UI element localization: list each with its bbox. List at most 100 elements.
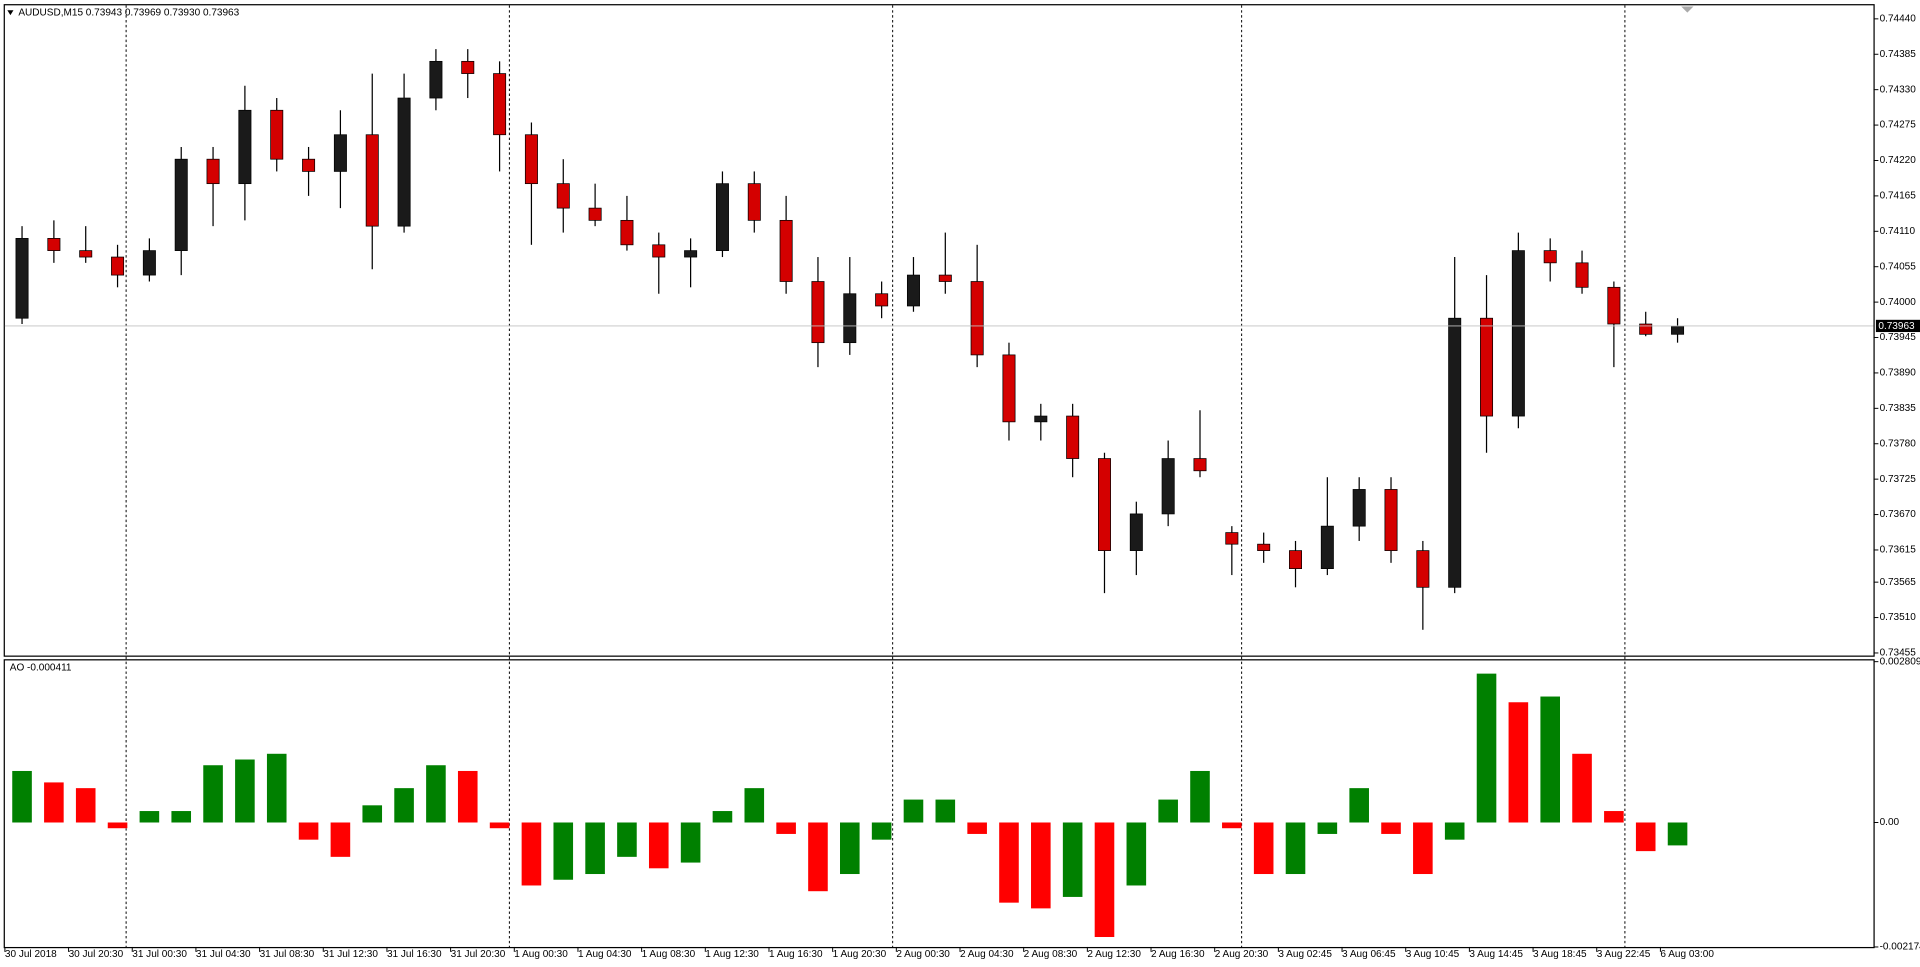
x-tick-label: 31 Jul 08:30 — [260, 949, 315, 960]
candle-body — [1289, 550, 1302, 569]
x-tick-label: 6 Aug 03:00 — [1660, 949, 1714, 960]
x-tick-label: 2 Aug 08:30 — [1024, 949, 1078, 960]
x-tick-label: 1 Aug 12:30 — [705, 949, 759, 960]
x-tick-label: 30 Jul 20:30 — [69, 949, 124, 960]
ao-bar — [617, 822, 637, 857]
ao-bar — [139, 811, 160, 823]
y-tick-label: 0.74330 — [1880, 84, 1917, 95]
x-tick-label: 3 Aug 10:45 — [1406, 949, 1460, 960]
x-tick-label: 3 Aug 02:45 — [1278, 949, 1332, 960]
candle-body — [524, 134, 538, 185]
ao-bar — [808, 822, 828, 892]
y-tick-label: 0.002809 — [1880, 656, 1920, 667]
x-tick-label: 2 Aug 20:30 — [1215, 949, 1269, 960]
ao-bar — [1635, 822, 1656, 852]
ao-bar — [1253, 822, 1274, 875]
y-tick-label: 0.74165 — [1880, 191, 1917, 202]
ao-bar — [171, 811, 192, 823]
candle-body — [461, 60, 475, 74]
price-panel — [3, 4, 1875, 657]
x-tick-label: 1 Aug 04:30 — [578, 949, 632, 960]
candle-body — [779, 219, 793, 282]
candle-body — [1352, 489, 1366, 527]
ao-bar — [1317, 822, 1338, 834]
x-tick-label: 1 Aug 08:30 — [642, 949, 696, 960]
x-tick-label: 1 Aug 16:30 — [769, 949, 823, 960]
ao-bar — [1476, 673, 1497, 823]
y-tick-label: 0.74385 — [1880, 49, 1917, 60]
ao-bar — [680, 822, 701, 863]
candle-body — [938, 274, 952, 282]
candle-body — [302, 158, 316, 172]
candle-body — [620, 219, 634, 246]
candle-body — [1448, 317, 1462, 588]
y-tick-label: 0.73890 — [1880, 368, 1917, 379]
x-tick-label: 3 Aug 06:45 — [1342, 949, 1396, 960]
x-tick-label: 3 Aug 14:45 — [1469, 949, 1523, 960]
ao-bar — [1667, 822, 1688, 846]
x-tick-label: 2 Aug 00:30 — [896, 949, 950, 960]
ao-bar — [426, 765, 446, 823]
symbol-header: AUDUSD,M15 0.73943 0.73969 0.73930 0.739… — [18, 7, 239, 18]
ao-bar — [394, 788, 414, 823]
candle-body — [206, 158, 220, 185]
y-tick-label: 0.73725 — [1880, 474, 1917, 485]
candle-body — [1639, 323, 1653, 335]
y-tick-label: 0.74000 — [1880, 297, 1917, 308]
ao-bar — [744, 788, 765, 823]
candle-body — [111, 256, 125, 276]
candle-body — [1193, 458, 1207, 472]
day-separators — [125, 5, 1626, 947]
symbol-menu-arrow[interactable] — [7, 10, 14, 16]
ao-bar — [1158, 799, 1178, 823]
candle-body — [1098, 458, 1111, 551]
y-tick-label: 0.73455 — [1880, 648, 1917, 659]
ao-bar — [330, 822, 351, 857]
y-tick-label: 0.73835 — [1880, 403, 1917, 414]
x-tick-label: 31 Jul 00:30 — [132, 949, 187, 960]
x-tick-label: 1 Aug 00:30 — [514, 949, 568, 960]
candle-body — [142, 250, 156, 276]
y-tick-label: 0.73565 — [1880, 577, 1917, 588]
y-tick-label: 0.74110 — [1880, 226, 1916, 237]
candle-body — [365, 134, 379, 227]
candle-body — [1129, 513, 1143, 551]
ao-bar — [1349, 788, 1369, 823]
candle-body — [684, 250, 698, 258]
ao-bar — [935, 799, 956, 823]
y-tick-label: 0.74275 — [1880, 120, 1917, 131]
candle-body — [1480, 317, 1494, 417]
ao-bar — [1222, 822, 1242, 829]
ao-bar — [1572, 753, 1592, 823]
candle-body — [747, 183, 761, 221]
ao-bar — [648, 822, 669, 869]
ao-bar — [521, 822, 542, 886]
candle-body — [493, 73, 507, 136]
ao-bar — [712, 811, 733, 823]
x-tick-label: 31 Jul 16:30 — [387, 949, 442, 960]
y-tick-label: 0.73780 — [1880, 438, 1917, 449]
ao-bar — [776, 822, 796, 834]
ao-bar — [1094, 822, 1115, 938]
candle-body — [238, 109, 252, 185]
ao-bar — [489, 822, 510, 829]
candle-body — [970, 281, 984, 356]
candle-body — [1543, 250, 1557, 264]
ao-bar — [1190, 770, 1210, 823]
candle-body — [1066, 415, 1080, 459]
ao-bar — [1604, 811, 1624, 823]
candle-body — [1320, 525, 1334, 569]
x-tick-label: 2 Aug 04:30 — [960, 949, 1014, 960]
x-tick-label: 3 Aug 18:45 — [1533, 949, 1587, 960]
ao-bar — [362, 805, 383, 823]
candle-body — [333, 134, 347, 172]
ao-bar — [1381, 822, 1401, 834]
x-tick-label: 2 Aug 16:30 — [1151, 949, 1205, 960]
ao-bar — [203, 765, 223, 823]
candle-body — [429, 60, 443, 99]
candle-body — [1384, 489, 1398, 551]
candle-body — [715, 183, 729, 251]
ao-bar — [1413, 822, 1433, 875]
